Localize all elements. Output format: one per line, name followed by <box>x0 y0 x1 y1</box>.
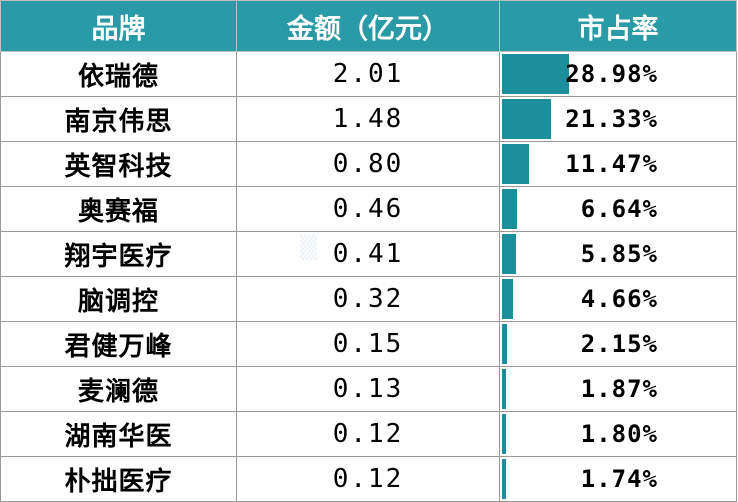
share-label: 1.87% <box>580 375 658 403</box>
share-bar <box>502 459 507 499</box>
table-row: 君健万峰 0.15 2.15% <box>0 321 737 367</box>
table-body: 依瑞德 2.01 28.98% 南京伟思 1.48 21.33% 英智科技 0.80 11.47… <box>0 51 737 502</box>
amount-cell: 0.41 <box>236 231 500 277</box>
share-bar <box>502 99 552 139</box>
amount-cell: 0.15 <box>236 321 500 367</box>
amount-cell: 0.12 <box>236 411 500 457</box>
table-row: 麦澜德 0.13 1.87% <box>0 366 737 412</box>
share-bar <box>502 279 513 319</box>
share-cell: 1.80% <box>499 411 737 457</box>
amount-cell: 0.32 <box>236 276 500 322</box>
table-row: 翔宇医疗 0.41 5.85% <box>0 231 737 277</box>
share-cell: 1.74% <box>499 456 737 502</box>
share-label: 2.15% <box>580 330 658 358</box>
header-row: 品牌 金额（亿元） 市占率 <box>0 0 737 52</box>
share-bar <box>502 234 516 274</box>
share-bar <box>502 414 507 454</box>
table-row: 奥赛福 0.46 6.64% <box>0 186 737 232</box>
brand-cell: 君健万峰 <box>0 321 237 367</box>
brand-cell: 英智科技 <box>0 141 237 187</box>
share-bar <box>502 369 507 409</box>
share-label: 1.74% <box>580 465 658 493</box>
share-cell: 21.33% <box>499 96 737 142</box>
share-cell: 2.15% <box>499 321 737 367</box>
amount-cell: 0.13 <box>236 366 500 412</box>
share-cell: 11.47% <box>499 141 737 187</box>
share-cell: 28.98% <box>499 51 737 97</box>
header-amount: 金额（亿元） <box>236 0 500 52</box>
brand-cell: 麦澜德 <box>0 366 237 412</box>
amount-cell: 0.46 <box>236 186 500 232</box>
amount-cell: 0.80 <box>236 141 500 187</box>
brand-cell: 湖南华医 <box>0 411 237 457</box>
table-row: 英智科技 0.80 11.47% <box>0 141 737 187</box>
brand-cell: 依瑞德 <box>0 51 237 97</box>
share-cell: 4.66% <box>499 276 737 322</box>
share-label: 11.47% <box>565 150 658 178</box>
share-cell: 6.64% <box>499 186 737 232</box>
share-bar <box>502 54 569 94</box>
share-label: 1.80% <box>580 420 658 448</box>
header-share: 市占率 <box>499 0 737 52</box>
brand-cell: 奥赛福 <box>0 186 237 232</box>
table-row: 湖南华医 0.12 1.80% <box>0 411 737 457</box>
table-row: 依瑞德 2.01 28.98% <box>0 51 737 97</box>
amount-cell: 1.48 <box>236 96 500 142</box>
table-row: 朴拙医疗 0.12 1.74% <box>0 456 737 502</box>
table-row: 南京伟思 1.48 21.33% <box>0 96 737 142</box>
header-brand: 品牌 <box>0 0 237 52</box>
brand-cell: 脑调控 <box>0 276 237 322</box>
share-label: 4.66% <box>580 285 658 313</box>
brand-cell: 翔宇医疗 <box>0 231 237 277</box>
brand-cell: 南京伟思 <box>0 96 237 142</box>
share-cell: 5.85% <box>499 231 737 277</box>
share-label: 5.85% <box>580 240 658 268</box>
share-bar <box>502 324 507 364</box>
share-bar <box>502 189 518 229</box>
share-label: 21.33% <box>565 105 658 133</box>
table-row: 脑调控 0.32 4.66% <box>0 276 737 322</box>
brand-cell: 朴拙医疗 <box>0 456 237 502</box>
share-label: 6.64% <box>580 195 658 223</box>
share-cell: 1.87% <box>499 366 737 412</box>
share-bar <box>502 144 529 184</box>
share-label: 28.98% <box>565 60 658 88</box>
amount-cell: 0.12 <box>236 456 500 502</box>
amount-cell: 2.01 <box>236 51 500 97</box>
